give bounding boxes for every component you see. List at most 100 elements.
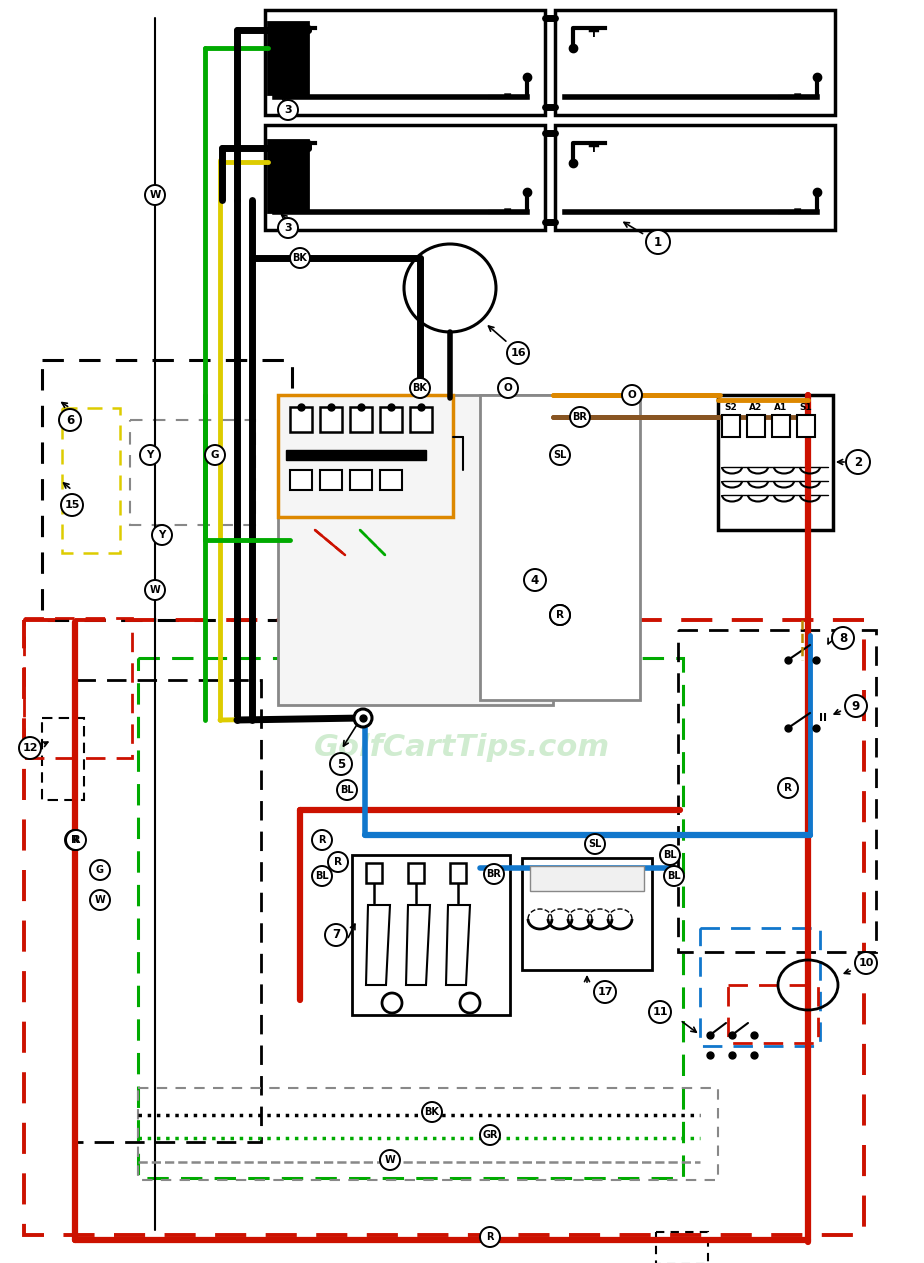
Circle shape — [312, 866, 332, 887]
FancyBboxPatch shape — [366, 863, 382, 883]
Text: R: R — [486, 1231, 493, 1242]
Circle shape — [205, 445, 225, 465]
FancyBboxPatch shape — [450, 863, 466, 883]
Text: SL: SL — [553, 450, 566, 460]
FancyBboxPatch shape — [747, 416, 765, 437]
FancyBboxPatch shape — [265, 125, 545, 230]
Text: 16: 16 — [510, 349, 526, 357]
Text: GolfCartTips.com: GolfCartTips.com — [314, 734, 610, 763]
Text: 11: 11 — [652, 1007, 668, 1017]
Circle shape — [330, 753, 352, 775]
Circle shape — [410, 378, 430, 398]
Circle shape — [570, 407, 590, 427]
Text: BL: BL — [663, 850, 676, 860]
FancyBboxPatch shape — [278, 395, 553, 705]
Text: 5: 5 — [337, 758, 346, 770]
Text: -: - — [503, 85, 512, 105]
Circle shape — [664, 866, 684, 887]
Text: +: + — [586, 23, 600, 40]
Text: R: R — [318, 835, 326, 845]
Text: 1: 1 — [654, 235, 663, 249]
Circle shape — [646, 230, 670, 254]
FancyBboxPatch shape — [350, 407, 372, 432]
Text: R: R — [334, 858, 342, 866]
Circle shape — [778, 778, 798, 798]
Circle shape — [382, 993, 402, 1013]
Text: 2: 2 — [854, 456, 862, 469]
Text: SL: SL — [589, 839, 602, 849]
FancyBboxPatch shape — [320, 407, 342, 432]
Text: 10: 10 — [858, 959, 874, 967]
FancyBboxPatch shape — [410, 407, 432, 432]
Circle shape — [325, 925, 347, 946]
Text: A1: A1 — [774, 403, 787, 413]
Circle shape — [550, 605, 570, 625]
Circle shape — [290, 248, 310, 268]
Circle shape — [354, 709, 372, 727]
Circle shape — [846, 450, 870, 474]
Circle shape — [59, 409, 81, 431]
Circle shape — [278, 100, 298, 120]
Circle shape — [90, 890, 110, 911]
Text: W: W — [150, 585, 161, 595]
Circle shape — [145, 580, 165, 600]
Circle shape — [622, 385, 642, 405]
FancyBboxPatch shape — [286, 450, 426, 460]
FancyBboxPatch shape — [797, 416, 815, 437]
Text: 8: 8 — [839, 632, 847, 644]
Circle shape — [278, 218, 298, 237]
FancyBboxPatch shape — [290, 470, 312, 490]
Circle shape — [90, 860, 110, 880]
FancyBboxPatch shape — [555, 125, 835, 230]
Circle shape — [524, 570, 546, 591]
Circle shape — [19, 738, 41, 759]
Text: 3: 3 — [285, 105, 292, 115]
Text: G: G — [96, 865, 104, 875]
Text: W: W — [150, 189, 161, 200]
FancyBboxPatch shape — [350, 470, 372, 490]
Text: A2: A2 — [749, 403, 762, 413]
Text: II: II — [819, 714, 827, 722]
Text: W: W — [94, 895, 105, 906]
Text: 9: 9 — [852, 700, 860, 712]
Circle shape — [145, 184, 165, 205]
Circle shape — [422, 1103, 442, 1122]
Text: -: - — [792, 200, 802, 220]
FancyBboxPatch shape — [290, 407, 312, 432]
Circle shape — [855, 952, 877, 974]
Text: +: + — [296, 138, 310, 157]
Circle shape — [460, 993, 480, 1013]
FancyBboxPatch shape — [772, 416, 790, 437]
FancyBboxPatch shape — [268, 140, 308, 212]
Circle shape — [61, 494, 83, 517]
Text: S1: S1 — [799, 403, 812, 413]
Circle shape — [484, 864, 504, 884]
Circle shape — [152, 525, 172, 546]
Text: BL: BL — [340, 786, 354, 794]
FancyBboxPatch shape — [380, 407, 402, 432]
Circle shape — [550, 445, 570, 465]
Circle shape — [480, 1226, 500, 1247]
Text: R: R — [72, 835, 79, 845]
Circle shape — [380, 1151, 400, 1170]
Text: R: R — [71, 835, 79, 845]
FancyBboxPatch shape — [480, 395, 640, 700]
Text: BL: BL — [315, 871, 329, 882]
Circle shape — [337, 781, 357, 799]
Text: S2: S2 — [724, 403, 737, 413]
FancyBboxPatch shape — [722, 416, 740, 437]
FancyBboxPatch shape — [522, 858, 652, 970]
Circle shape — [66, 830, 86, 850]
Circle shape — [507, 342, 529, 364]
Text: 7: 7 — [332, 928, 340, 941]
FancyBboxPatch shape — [718, 395, 833, 530]
Text: R: R — [556, 610, 564, 620]
Text: R: R — [784, 783, 792, 793]
Text: 3: 3 — [285, 224, 292, 232]
Circle shape — [594, 981, 616, 1003]
FancyBboxPatch shape — [380, 470, 402, 490]
Text: +: + — [296, 23, 310, 40]
Circle shape — [649, 1002, 671, 1023]
Circle shape — [845, 695, 867, 717]
FancyBboxPatch shape — [555, 10, 835, 115]
